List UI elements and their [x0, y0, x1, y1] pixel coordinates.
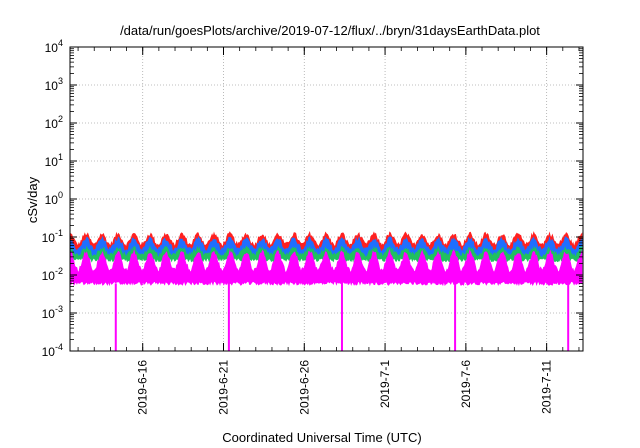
x-axis-label: Coordinated Universal Time (UTC) — [222, 430, 421, 445]
y-tick-label: 10-1 — [42, 228, 63, 245]
dropout-lines — [114, 283, 570, 351]
x-tick-label: 2019-7-6 — [459, 360, 473, 408]
y-tick-label: 102 — [45, 114, 63, 131]
x-tick-label: 2019-6-16 — [136, 360, 150, 415]
y-tick-label: 104 — [45, 38, 63, 55]
y-tick-label: 10-3 — [42, 304, 63, 321]
y-tick-label: 101 — [45, 152, 63, 169]
y-tick-label: 10-2 — [42, 266, 63, 283]
y-axis-label: cSv/day — [25, 176, 40, 223]
data-series — [69, 231, 583, 287]
chart-title: /data/run/goesPlots/archive/2019-07-12/f… — [120, 23, 540, 38]
x-tick-label: 2019-7-11 — [540, 360, 554, 414]
y-tick-label: 10-4 — [42, 342, 63, 359]
x-tick-label: 2019-7-1 — [378, 360, 392, 408]
y-tick-label: 100 — [45, 190, 63, 207]
plot-frame — [69, 46, 584, 352]
y-tick-labels: 10-4 10-3 10-2 10-1 100 101 102 103 104 — [42, 38, 63, 359]
axis-ticks — [70, 46, 583, 352]
x-tick-label: 2019-6-21 — [216, 360, 230, 415]
grid-lines — [70, 47, 583, 351]
y-tick-label: 103 — [45, 76, 63, 93]
x-tick-labels: 2019-6-16 2019-6-21 2019-6-26 2019-7-1 2019-… — [136, 360, 554, 415]
x-tick-label: 2019-6-26 — [297, 360, 311, 415]
